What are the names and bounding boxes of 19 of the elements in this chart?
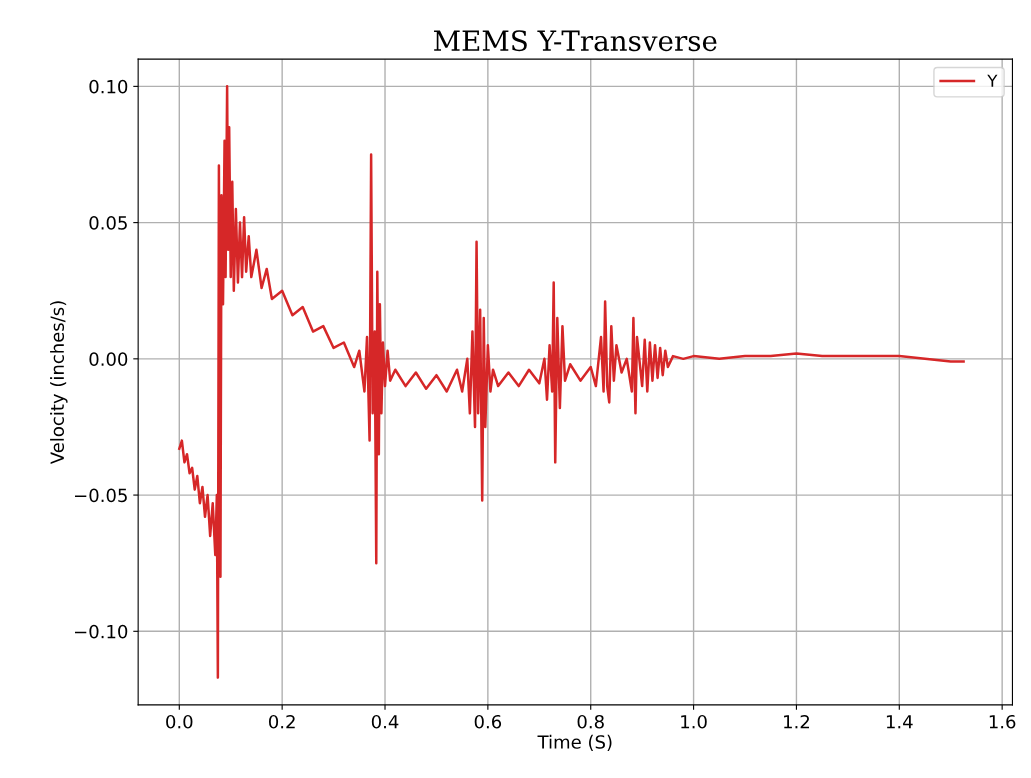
y-axis-title: Velocity (inches/s) [50,301,68,465]
y-tick-label: 0.05 [89,216,127,230]
x-tick-label: 1.2 [784,714,809,729]
x-tick-label: 0.2 [268,714,295,729]
x-tick-label: 0.0 [166,714,193,729]
y-tick-label: −0.10 [75,624,128,639]
y-tick-label: 0.10 [89,79,128,94]
x-tick-label: 1.4 [886,715,913,729]
x-tick-label: 0.8 [577,714,604,729]
x-axis-title: Time (S) [537,734,612,751]
line-series [178,85,965,679]
x-tick-label: 1.6 [989,714,1016,729]
legend-label: Y [987,74,998,87]
chart-title: MEMS Y-Transverse [434,30,717,52]
y-tick-label: −0.05 [75,488,127,503]
x-tick-label: 0.6 [474,714,502,729]
x-tick-label: 0.4 [371,714,399,729]
x-tick-label: 1.0 [681,714,707,729]
y-tick-label: 0.00 [89,352,128,366]
